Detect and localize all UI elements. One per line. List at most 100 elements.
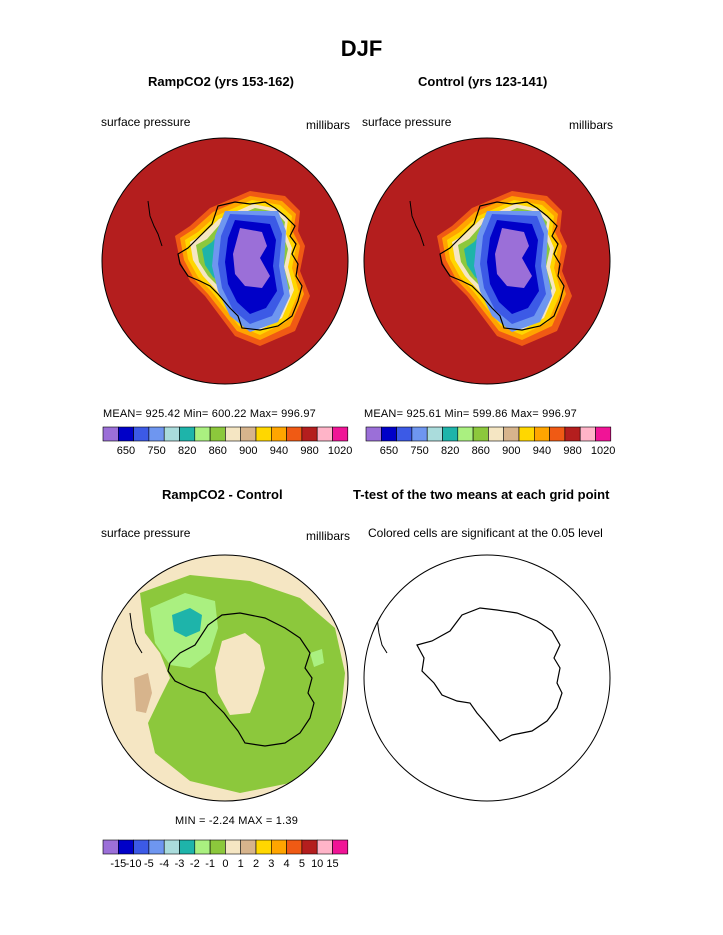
colorbar-tick-label: 5 xyxy=(299,858,305,870)
colorbar-tick-label: 860 xyxy=(472,445,490,457)
colorbar-tick-label: 940 xyxy=(270,445,288,457)
colorbar-swatch xyxy=(194,839,211,855)
colorbar-swatch xyxy=(209,426,226,442)
colorbar-swatch xyxy=(301,426,318,442)
colorbar-swatch xyxy=(163,426,180,442)
colorbar-swatch xyxy=(503,426,520,442)
colorbar-swatch xyxy=(225,839,242,855)
colorbar-rampco2: 650 750 820 860 900 940 980 1020 xyxy=(102,426,352,457)
colorbar-swatch xyxy=(286,426,303,442)
colorbar-tick-label: -2 xyxy=(190,858,200,870)
colorbar-swatch xyxy=(118,426,134,442)
colorbar-swatch xyxy=(381,426,397,442)
colorbar-tick-label: 820 xyxy=(178,445,196,457)
colorbar-swatch xyxy=(442,426,459,442)
stats-rampco2: MEAN= 925.42 Min= 600.22 Max= 996.97 xyxy=(103,408,316,420)
ttest-note: Colored cells are significant at the 0.0… xyxy=(368,526,603,540)
colorbar-tick-label: 1 xyxy=(238,858,244,870)
colorbar-tick-label: 940 xyxy=(533,445,551,457)
colorbar-swatch xyxy=(255,426,272,442)
colorbar-swatch xyxy=(255,839,272,855)
field-label-rampco2: surface pressure xyxy=(101,115,191,129)
colorbar-swatch xyxy=(118,839,134,855)
colorbar-swatch xyxy=(286,839,303,855)
colorbar-tick-label: 750 xyxy=(147,445,165,457)
colorbar-swatch xyxy=(472,426,489,442)
colorbar-tick-label: -1 xyxy=(205,858,215,870)
colorbar-swatch xyxy=(365,426,382,442)
colorbar-swatch xyxy=(595,426,612,442)
stats-control: MEAN= 925.61 Min= 599.86 Max= 996.97 xyxy=(364,408,577,420)
colorbar-tick-label: 15 xyxy=(326,858,338,870)
stats-difference: MIN = -2.24 MAX = 1.39 xyxy=(175,815,299,827)
colorbar-swatch xyxy=(240,426,257,442)
colorbar-swatch xyxy=(133,839,150,855)
colorbar-tick-label: -10 xyxy=(126,858,142,870)
colorbar-tick-label: -4 xyxy=(159,858,169,870)
units-label-control: millibars xyxy=(569,118,614,132)
colorbar-swatch xyxy=(271,426,287,442)
colorbar-tick-label: -5 xyxy=(144,858,154,870)
colorbar-tick-label: -3 xyxy=(175,858,185,870)
colorbar-swatch xyxy=(102,426,119,442)
colorbar-swatch xyxy=(209,839,226,855)
colorbar-swatch xyxy=(301,839,318,855)
colorbar-tick-label: 820 xyxy=(441,445,459,457)
colorbar-tick-label: 3 xyxy=(268,858,274,870)
colorbar-tick-label: 1020 xyxy=(591,445,615,457)
colorbar-swatch xyxy=(579,426,596,442)
map-difference-pressure xyxy=(101,554,349,802)
panel-title-rampco2: RampCO2 (yrs 153-162) xyxy=(148,74,294,89)
colorbar-swatch xyxy=(549,426,566,442)
colorbar-swatch xyxy=(426,426,443,442)
units-label-difference: millibars xyxy=(306,529,351,543)
colorbar-tick-label: 900 xyxy=(502,445,520,457)
colorbar-tick-label: 2 xyxy=(253,858,259,870)
colorbar-swatch xyxy=(316,839,333,855)
map-rampco2-pressure xyxy=(101,137,349,385)
colorbar-tick-label: 0 xyxy=(222,858,228,870)
colorbar-tick-label: 750 xyxy=(410,445,428,457)
colorbar-swatch xyxy=(133,426,150,442)
colorbar-swatch xyxy=(564,426,581,442)
colorbar-tick-label: 650 xyxy=(117,445,135,457)
colorbar-swatch xyxy=(316,426,333,442)
map-ttest-significance xyxy=(363,554,611,802)
colorbar-swatch xyxy=(179,839,196,855)
colorbar-swatch xyxy=(179,426,196,442)
colorbar-swatch xyxy=(148,839,165,855)
units-label-rampco2: millibars xyxy=(306,118,351,132)
colorbar-swatch xyxy=(332,839,349,855)
colorbar-swatch xyxy=(518,426,535,442)
field-label-difference: surface pressure xyxy=(101,526,191,540)
panel-title-control: Control (yrs 123-141) xyxy=(418,74,548,89)
colorbar-swatch xyxy=(194,426,211,442)
colorbar-swatch xyxy=(148,426,165,442)
colorbar-tick-label: -15 xyxy=(110,858,126,870)
colorbar-tick-label: 860 xyxy=(209,445,227,457)
colorbar-swatch xyxy=(396,426,413,442)
colorbar-tick-label: 980 xyxy=(300,445,318,457)
colorbar-tick-label: 4 xyxy=(284,858,290,870)
colorbar-swatch xyxy=(457,426,474,442)
colorbar-swatch xyxy=(163,839,180,855)
colorbar-swatch xyxy=(240,839,257,855)
colorbar-tick-label: 1020 xyxy=(328,445,352,457)
colorbar-swatch xyxy=(488,426,505,442)
colorbar-swatch xyxy=(271,839,287,855)
map-control-pressure xyxy=(363,137,611,385)
colorbar-tick-label: 900 xyxy=(239,445,257,457)
colorbar-swatch xyxy=(534,426,550,442)
colorbar-tick-label: 980 xyxy=(563,445,581,457)
figure-title: DJF xyxy=(340,36,383,61)
colorbar-difference: -15 -10 -5 -4 -3 -2 -1 0 1 2 3 4 5 10 15 xyxy=(102,839,349,870)
panel-title-difference: RampCO2 - Control xyxy=(162,487,283,502)
panel-title-ttest: T-test of the two means at each grid poi… xyxy=(353,487,610,502)
colorbar-swatch xyxy=(411,426,428,442)
colorbar-tick-label: 650 xyxy=(380,445,398,457)
colorbar-swatch xyxy=(225,426,242,442)
colorbar-tick-label: 10 xyxy=(311,858,323,870)
colorbar-swatch xyxy=(332,426,349,442)
field-label-control: surface pressure xyxy=(362,115,452,129)
colorbar-swatch xyxy=(102,839,119,855)
